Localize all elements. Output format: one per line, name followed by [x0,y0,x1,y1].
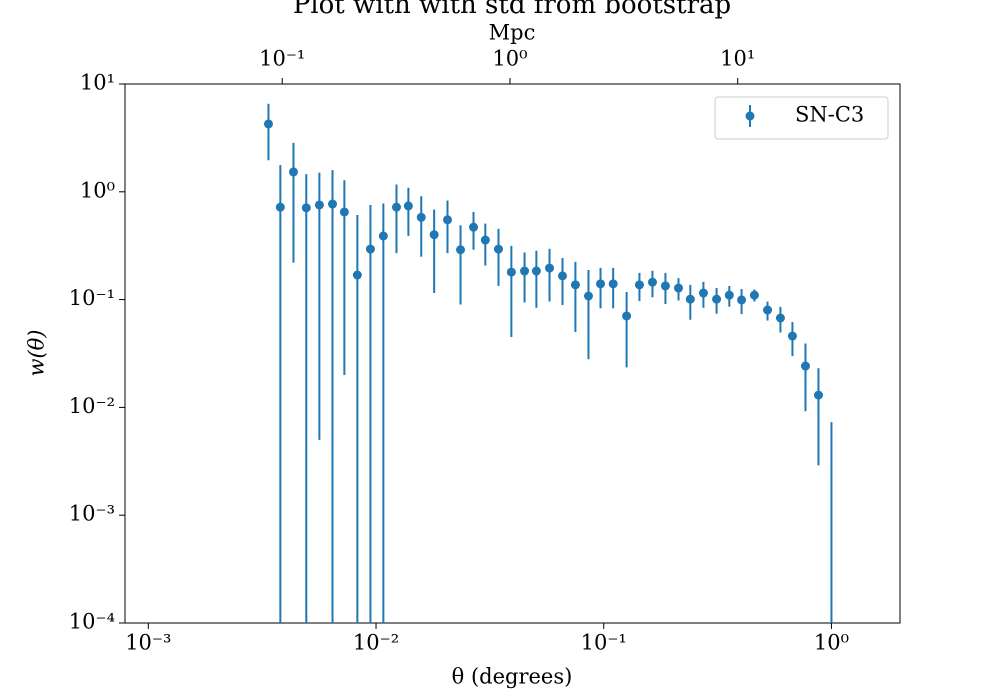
data-point [365,244,375,254]
data-point [698,288,708,298]
data-point [275,202,285,212]
data-point [314,200,324,210]
x2-tick-label: 10⁻¹ [259,47,305,71]
data-point [480,235,490,245]
legend-box [714,96,889,140]
data-point [787,331,797,341]
data-point [647,277,657,287]
x-tick-label: 10⁻¹ [581,631,627,655]
data-point [403,201,413,211]
x-tick-label: 10⁻² [353,631,399,655]
data-point [557,271,567,281]
data-point [737,295,747,305]
data-point [301,203,311,213]
data-point [634,280,644,290]
data-point [339,207,349,217]
y-axis-label: w(θ) [25,329,49,376]
data-point [506,267,516,277]
data-point [456,245,466,255]
data-point [328,199,338,209]
data-point [813,390,823,400]
data-point [469,222,479,232]
data-point [596,279,606,289]
data-point [622,311,632,321]
data-point [520,266,530,276]
data-point [712,294,722,304]
legend-marker [745,111,755,121]
data-point [288,167,298,177]
data-point [749,290,759,300]
y-tick-label: 10⁰ [80,178,115,202]
data-point [391,202,401,212]
data-point [378,231,388,241]
data-point [570,280,580,290]
data-point [416,212,426,222]
data-point [493,244,503,254]
legend: SN-C3 [714,96,889,140]
plot-area [263,103,833,623]
plot-frame [124,83,901,624]
data-point [660,281,670,291]
data-point [263,119,273,129]
legend-label: SN-C3 [795,103,864,127]
data-point [442,215,452,225]
y-tick-label: 10¹ [80,71,115,95]
data-point [608,279,618,289]
data-point [724,290,734,300]
y-tick-label: 10⁻² [69,394,115,418]
data-point [352,270,362,280]
x-tick-label: 10⁻³ [125,631,171,655]
data-point [763,305,773,315]
x-tick-label: 10⁰ [814,631,849,655]
data-point [545,263,555,273]
y-tick-label: 10⁻⁴ [69,610,115,634]
x2-tick-label: 10¹ [720,47,755,71]
x2-axis-label: Mpc [489,21,536,45]
data-point [775,313,785,323]
y-tick-label: 10⁻³ [69,502,115,526]
chart-title: Plot with with std from bootstrap [293,0,731,20]
data-point [800,361,810,371]
data-point [674,283,684,293]
data-point [429,230,439,240]
data-point [583,291,593,301]
data-point [531,266,541,276]
data-point [685,294,695,304]
x2-tick-label: 10⁰ [492,47,527,71]
x-axis-label: θ (degrees) [452,665,573,689]
y-tick-label: 10⁻¹ [69,286,115,310]
